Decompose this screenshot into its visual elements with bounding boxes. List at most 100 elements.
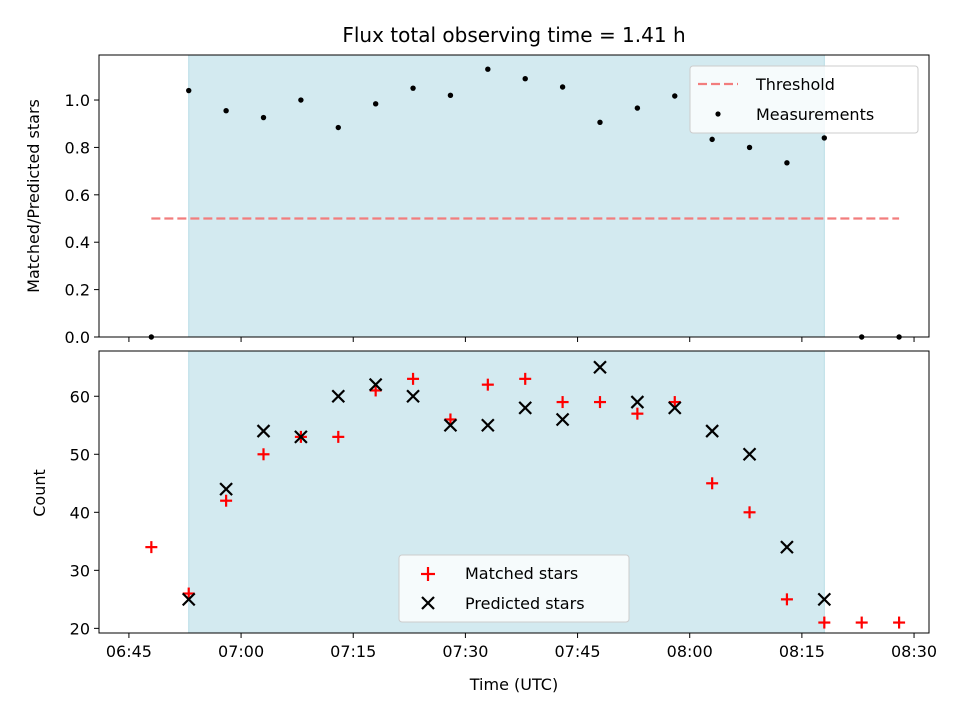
top-ytick-label: 0.4 (65, 233, 90, 252)
top-ytick-label: 1.0 (65, 91, 90, 110)
predicted-star-marker-b (593, 360, 607, 375)
predicted-star-marker-b (406, 389, 420, 404)
matched-star-point (593, 396, 606, 409)
bottom-ytick-label: 20 (70, 619, 90, 638)
bottom-y-axis-label: Count (30, 469, 49, 517)
bottom-ytick-label: 30 (70, 561, 90, 580)
measurement-point (522, 75, 528, 82)
predicted-star-point (780, 540, 794, 554)
bottom-x-ticks: 06:45 07:00 07:15 07:30 07:45 08:00 08:15 08:30 (106, 633, 937, 661)
predicted-star-marker-b (705, 424, 719, 438)
top-ytick-label: 0.0 (65, 328, 90, 347)
predicted-star-marker-b (219, 482, 233, 496)
legend-predicted-label: Predicted stars (465, 594, 585, 613)
matched-star-point (220, 494, 233, 507)
predicted-star-marker-b (331, 389, 346, 404)
predicted-star-marker-b (481, 418, 495, 433)
predicted-star-marker-b (518, 401, 532, 415)
predicted-star-point (555, 412, 570, 427)
matched-star-point (519, 372, 532, 385)
predicted-star-point (518, 401, 532, 415)
matched-star-point (257, 448, 270, 461)
bottom-xtick-label: 08:00 (667, 642, 713, 661)
measurement-point (372, 101, 379, 107)
bottom-plot-frame (98, 350, 930, 634)
matched-star-point (706, 477, 719, 490)
predicted-star-marker-b (817, 592, 832, 607)
matched-star-points (145, 372, 906, 629)
predicted-star-point (593, 360, 607, 375)
predicted-star-point (443, 418, 458, 433)
measurement-point (709, 136, 715, 143)
predicted-star-point (368, 377, 383, 392)
top-y-ticks: 0.0 0.2 0.4 0.6 0.8 1.0 (65, 91, 99, 347)
predicted-star-point (667, 401, 682, 415)
measurement-point (672, 93, 678, 99)
top-ytick-label: 0.8 (65, 138, 90, 157)
matched-star-point (855, 616, 868, 629)
matched-star-point (893, 616, 906, 629)
predicted-star-point (219, 482, 233, 496)
predicted-star-marker-b (256, 424, 271, 438)
measurement-point (784, 160, 790, 166)
matched-star-point (481, 378, 494, 391)
matched-star-point (818, 616, 831, 629)
bottom-xtick-label: 08:30 (891, 642, 937, 661)
top-ytick-label: 0.6 (65, 186, 90, 205)
top-legend-box (689, 65, 919, 134)
bottom-xtick-label: 07:45 (555, 642, 601, 661)
bottom-ytick-label: 40 (70, 503, 90, 522)
legend-matched-label: Matched stars (465, 564, 578, 583)
predicted-star-marker-b (667, 401, 682, 415)
predicted-star-marker-b (630, 395, 645, 409)
matched-star-point (332, 430, 345, 443)
bottom-panel: 20 30 40 50 60 06:45 07:00 07:15 07:30 07:45 08:0… (30, 350, 937, 694)
matched-star-point (631, 407, 644, 420)
matched-star-point (780, 593, 793, 606)
predicted-star-points (181, 360, 832, 607)
matched-star-point (668, 396, 681, 409)
measurement-point (186, 87, 192, 94)
matched-star-point (743, 506, 756, 519)
matched-star-point (369, 384, 382, 397)
bottom-legend-box (398, 554, 630, 623)
top-legend: Threshold Measurements (689, 65, 919, 134)
bottom-legend: Matched stars Predicted stars (398, 554, 630, 623)
measurement-point (447, 92, 454, 98)
top-ytick-label: 0.2 (65, 281, 90, 300)
matched-star-point (182, 587, 195, 600)
bottom-ytick-label: 50 (70, 445, 90, 464)
measurement-point (634, 105, 641, 111)
measurement-point (559, 84, 566, 90)
top-y-axis-label: Matched/Predicted stars (24, 99, 43, 293)
legend-matched-swatch (421, 567, 435, 581)
predicted-star-point (630, 395, 645, 409)
legend-measurements-label: Measurements (756, 105, 874, 124)
legend-predicted-swatch (421, 596, 435, 610)
predicted-star-marker-b (780, 540, 794, 554)
bottom-xtick-label: 07:00 (218, 642, 264, 661)
predicted-star-point (817, 592, 832, 607)
measurement-points (148, 66, 902, 340)
predicted-star-point (742, 447, 757, 462)
matched-star-point (444, 413, 457, 426)
predicted-star-marker-b (368, 377, 383, 392)
measurement-point (335, 124, 341, 131)
top-x-ticks (128, 337, 915, 342)
measurement-point (260, 114, 267, 121)
measurement-point (821, 135, 828, 141)
measurement-point (485, 66, 491, 72)
measurement-point (410, 85, 416, 91)
legend-threshold-label: Threshold (755, 75, 835, 94)
predicted-star-marker-b (294, 430, 308, 444)
predicted-star-point (406, 389, 420, 404)
chart-title: Flux total observing time = 1.41 h (342, 23, 685, 47)
measurement-point (746, 144, 753, 151)
predicted-star-marker-b (555, 412, 570, 427)
predicted-star-point (181, 592, 196, 607)
measurement-point (597, 119, 603, 126)
predicted-star-point (705, 424, 719, 438)
matched-star-point (145, 541, 158, 554)
predicted-star-marker-b (742, 447, 757, 462)
